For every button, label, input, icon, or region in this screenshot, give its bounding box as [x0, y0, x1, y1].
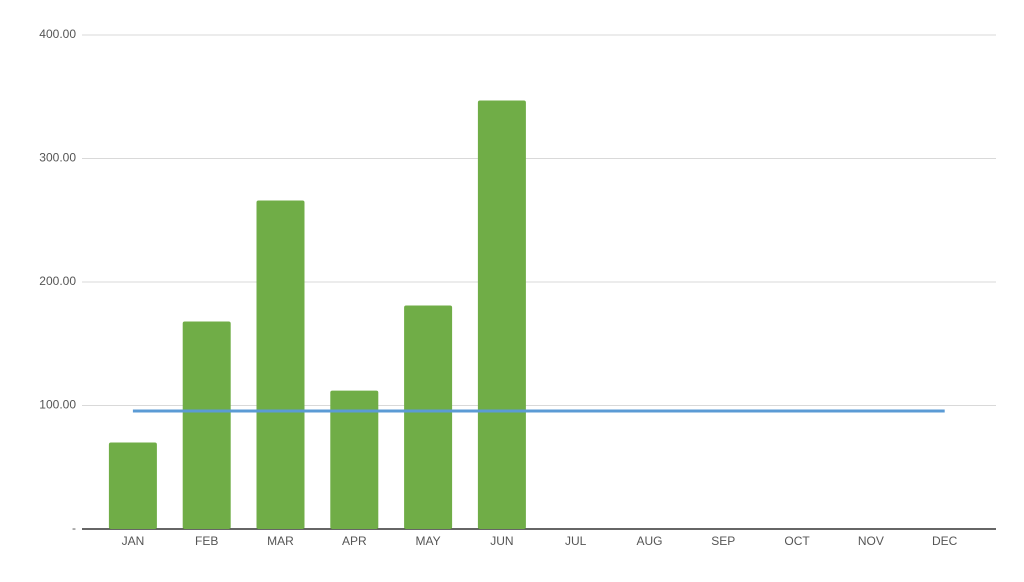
x-tick-label: SEP — [711, 534, 735, 548]
x-tick-label: JUL — [565, 534, 587, 548]
x-tick-label: AUG — [636, 534, 662, 548]
bar — [182, 321, 231, 529]
x-tick-label: FEB — [195, 534, 218, 548]
bar — [330, 390, 379, 529]
x-tick-label: OCT — [784, 534, 810, 548]
x-tick-label: MAR — [267, 534, 294, 548]
x-tick-label: DEC — [932, 534, 958, 548]
bar — [256, 200, 305, 530]
y-tick-label: 300.00 — [39, 151, 76, 165]
y-tick-label: - — [72, 521, 76, 535]
bar — [404, 305, 453, 529]
y-tick-label: 100.00 — [39, 398, 76, 412]
y-tick-label: 400.00 — [39, 27, 76, 41]
x-tick-label: MAY — [416, 534, 441, 548]
x-tick-label: APR — [342, 534, 367, 548]
x-tick-label: NOV — [858, 534, 884, 548]
y-tick-label: 200.00 — [39, 274, 76, 288]
x-tick-label: JUN — [490, 534, 513, 548]
x-tick-label: JAN — [122, 534, 145, 548]
bar — [108, 442, 157, 529]
bar — [477, 100, 526, 529]
